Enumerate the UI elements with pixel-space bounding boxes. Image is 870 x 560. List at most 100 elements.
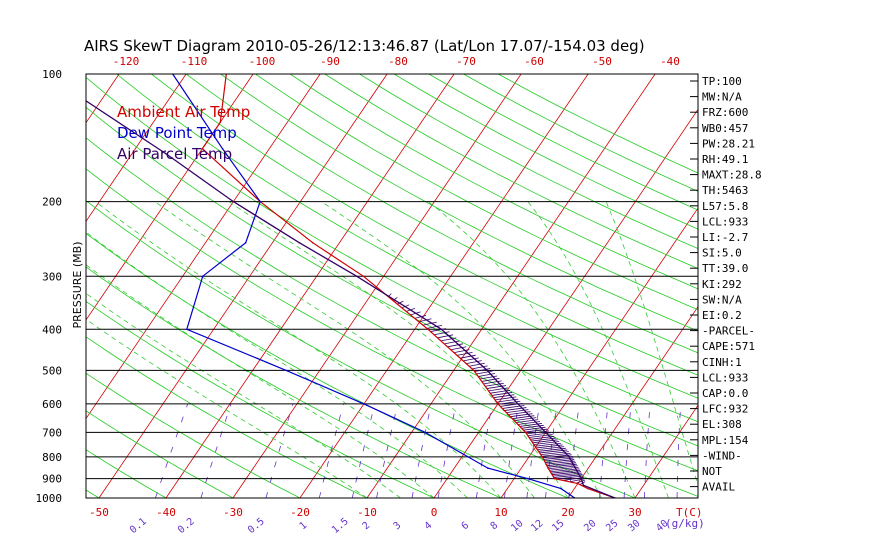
- temp-unit-label: T(C): [676, 506, 703, 519]
- legend-entry: Air Parcel Temp: [117, 145, 232, 163]
- isotherm-line: [98, 74, 388, 498]
- top-temp-tick-label: -50: [592, 55, 612, 68]
- index-label: LFC:932: [702, 403, 748, 416]
- legend-entry: Ambient Air Temp: [117, 103, 250, 121]
- dry-adiabat-line: [86, 106, 698, 447]
- mixing-ratio-line: [318, 403, 344, 498]
- top-temp-tick-label: -120: [113, 55, 140, 68]
- mixing-ratio-label: 25: [604, 518, 620, 534]
- mixing-ratio-label: 10: [509, 518, 525, 534]
- series-point: [298, 241, 301, 244]
- index-label: FRZ:600: [702, 106, 748, 119]
- mixing-ratio-line: [155, 403, 189, 498]
- mixing-ratio-label: 8: [489, 520, 501, 532]
- cape-hatch-line: [546, 460, 576, 465]
- bottom-temp-tick-label: 0: [431, 506, 438, 519]
- dry-adiabat-line: [86, 372, 301, 498]
- series-point: [544, 431, 547, 434]
- isotherm-line: [299, 74, 589, 498]
- isotherm-line: [500, 207, 698, 498]
- index-label: TP:100: [702, 75, 742, 88]
- cape-hatch-line: [552, 471, 582, 476]
- legend: Ambient Air Temp Dew Point Temp Air Parcel…: [117, 103, 250, 163]
- isotherm-line: [366, 74, 656, 498]
- cape-hatch-line: [476, 370, 493, 375]
- series-point: [560, 487, 562, 490]
- cape-hatch-line: [481, 378, 500, 382]
- series-point: [517, 403, 519, 405]
- top-temp-tick-label: -80: [388, 55, 408, 68]
- top-temp-tick-label: -60: [524, 55, 544, 68]
- cape-hatch-line: [547, 463, 577, 468]
- index-label: LI:-2.7: [702, 231, 748, 244]
- dry-adiabat-line: [463, 74, 698, 192]
- index-label: MW:N/A: [702, 91, 742, 104]
- top-temp-tick-label: -110: [181, 55, 208, 68]
- dry-adiabat-line: [86, 200, 636, 498]
- series-point: [568, 456, 570, 458]
- index-label: KI:292: [702, 278, 742, 291]
- bottom-temp-tick-label: -30: [223, 506, 243, 519]
- isotherm-line: [86, 74, 321, 420]
- cape-hatch-line: [550, 468, 580, 473]
- cape-hatch-line: [460, 354, 476, 359]
- dry-adiabat-line: [86, 449, 167, 498]
- cape-hatch-line: [422, 321, 437, 326]
- cape-hatch-line: [447, 343, 464, 348]
- pressure-tick-label: 200: [42, 196, 62, 209]
- pressure-tick-label: 500: [42, 364, 62, 377]
- index-label: PW:28.21: [702, 137, 755, 150]
- dry-adiabat-line: [116, 74, 698, 399]
- series-point: [524, 431, 527, 434]
- series-point: [497, 403, 499, 405]
- cape-hatch-line: [474, 368, 491, 372]
- dry-adiabat-line: [86, 410, 234, 498]
- mixing-ratio-label: 12: [529, 518, 545, 534]
- mixing-ratio-label: 1.5: [330, 516, 351, 536]
- series-point: [186, 328, 188, 331]
- index-label: LCL:933: [702, 371, 748, 384]
- dry-adiabat-line: [393, 74, 698, 230]
- cape-hatch-line: [437, 334, 454, 339]
- index-label: CAPE:571: [702, 340, 755, 353]
- mixing-ratio-label: 30: [626, 518, 642, 534]
- dry-adiabat-line: [86, 168, 698, 497]
- cape-hatch-line: [472, 365, 488, 370]
- pressure-tick-label: 1000: [36, 492, 63, 505]
- series-point: [580, 477, 582, 480]
- dry-adiabat-line: [498, 74, 698, 174]
- series-point: [232, 200, 235, 203]
- index-label: -WIND-: [702, 449, 742, 462]
- mixing-ratio-label: 15: [550, 518, 566, 534]
- cape-hatch-line: [552, 472, 582, 477]
- dry-adiabat-line: [255, 74, 698, 311]
- isotherm-lines: [86, 74, 698, 498]
- cape-hatch-line: [485, 382, 504, 387]
- cape-hatch-line: [466, 360, 482, 365]
- bottom-temp-tick-label: -50: [89, 506, 109, 519]
- top-temp-tick-label: -40: [660, 55, 680, 68]
- bottom-temp-tick-label: 20: [561, 506, 574, 519]
- bottom-temp-tick-label: -40: [156, 506, 176, 519]
- mixing-ratio-label: 4: [423, 520, 435, 532]
- mixing-ratio-label: 0.1: [128, 516, 149, 536]
- cape-hatch-line: [553, 474, 583, 478]
- dry-adiabat-line: [151, 74, 698, 376]
- index-label: MPL:154: [702, 434, 749, 447]
- dry-adiabat-line: [86, 266, 502, 498]
- index-label: MAXT:28.8: [702, 169, 762, 182]
- mixing-ratio-label: 20: [582, 518, 598, 534]
- series-point: [244, 241, 247, 244]
- cape-hatch-line: [490, 389, 511, 394]
- cape-hatch-line: [444, 340, 460, 345]
- cape-hatch-line: [479, 375, 498, 380]
- mixing-ratio-lines: [155, 403, 682, 498]
- index-label: CINH:1: [702, 356, 742, 369]
- moist-adiabat-line: [605, 201, 698, 487]
- mixing-unit-label: (g/kg): [665, 517, 705, 530]
- series-point: [473, 369, 475, 372]
- bottom-temp-tick-label: 10: [494, 506, 507, 519]
- bottom-temp-tick-label: 30: [628, 506, 641, 519]
- cape-hatch-line: [488, 387, 509, 392]
- dry-adiabat-line: [86, 336, 368, 498]
